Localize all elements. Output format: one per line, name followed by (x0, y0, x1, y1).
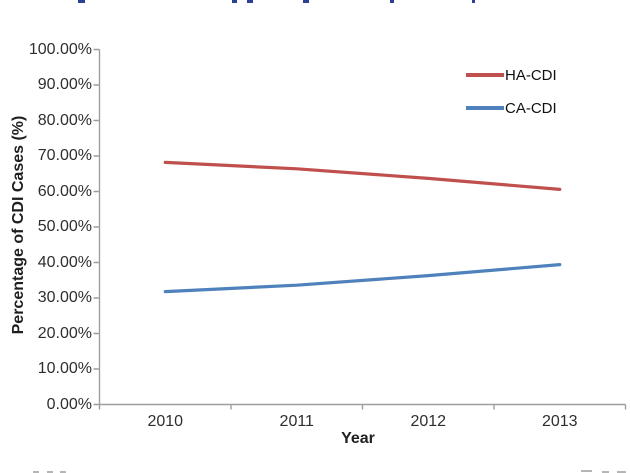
cropped-text-fragment (232, 0, 237, 3)
x-tick-label: 2011 (279, 413, 314, 430)
y-tick-label: 10.00% (37, 360, 92, 377)
axes (93, 48, 627, 410)
x-tick-label: 2013 (541, 413, 578, 430)
y-tick-label: 30.00% (37, 289, 92, 306)
ha-cdi-line-swatch (466, 73, 504, 77)
cropped-text-fragment (247, 0, 253, 3)
y-tick-label: 0.00% (46, 395, 92, 413)
series-line-ca-cdi (163, 263, 562, 294)
legend-label-ca-cdi: CA-CDI (505, 99, 557, 117)
ca-cdi-line-swatch (466, 106, 504, 110)
y-tick-label: 40.00% (37, 253, 92, 271)
series-line-ha-cdi (163, 160, 562, 191)
cropped-text-fragment (602, 471, 609, 473)
y-tick-label: 20.00% (37, 324, 92, 342)
y-axis-title: Percentage of CDI Cases (%) (10, 115, 27, 335)
cropped-text-fragment (303, 0, 309, 3)
cropped-text-fragment (47, 471, 53, 473)
cropped-text-fragment (390, 0, 394, 3)
y-tick-label: 80.00% (37, 111, 92, 129)
y-tick-label: 90.00% (37, 76, 92, 93)
legend-label-ha-cdi: HA-CDI (505, 66, 557, 84)
cropped-text-fragment (581, 470, 592, 472)
y-tick-label: 60.00% (37, 182, 92, 200)
cropped-text-fragment (472, 0, 475, 3)
chart-legend: HA-CDI CA-CDI (466, 64, 557, 130)
cropped-text-fragment (617, 471, 626, 473)
x-tick-label: 2010 (147, 413, 184, 430)
y-tick-label: 100.00% (28, 40, 92, 58)
legend-entry-ca-cdi: CA-CDI (466, 97, 557, 119)
y-tick-label: 70.00% (37, 147, 92, 164)
x-axis-title: Year (341, 430, 375, 447)
cropped-text-fragment (60, 471, 66, 473)
y-tick-label: 50.00% (37, 218, 92, 235)
cropped-text-fragment (33, 471, 39, 473)
legend-entry-ha-cdi: HA-CDI (466, 64, 557, 86)
x-tick-label: 2012 (410, 413, 447, 430)
cropped-text-fragment (78, 0, 85, 3)
